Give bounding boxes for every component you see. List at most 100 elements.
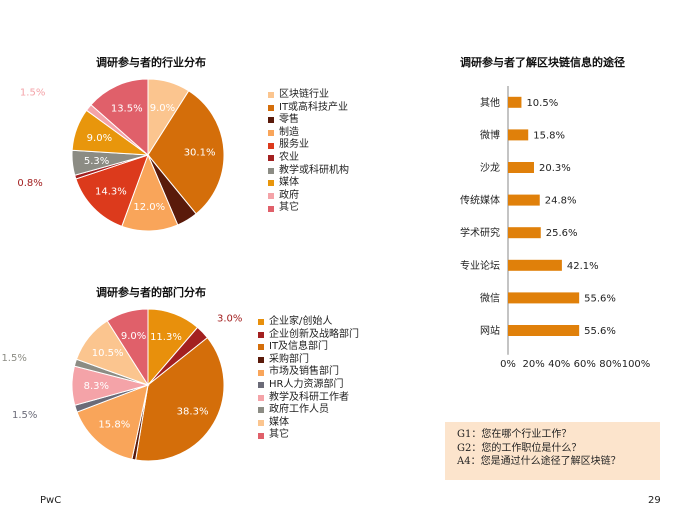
pie-data-label: 13.5% — [111, 103, 143, 114]
bar-data-label: 25.6% — [546, 228, 578, 239]
bar-data-label: 55.6% — [584, 293, 616, 304]
legend-entry: 其它 — [268, 202, 349, 215]
legend-swatch — [258, 331, 264, 338]
legend-entry: 企业家/创始人 — [258, 316, 359, 329]
legend-swatch — [258, 357, 264, 364]
legend-entry: IT及信息部门 — [258, 341, 359, 354]
bar-data-label: 20.3% — [539, 163, 571, 174]
x-tick-label: 20% — [522, 359, 544, 370]
legend-entry: 服务业 — [268, 139, 349, 152]
pie-data-label: 10.5% — [92, 348, 124, 359]
legend-label: 其它 — [269, 429, 289, 441]
legend-swatch — [268, 117, 274, 124]
question-g1: G1：您在哪个行业工作？ — [457, 429, 572, 440]
pie-data-label: 5.3% — [84, 156, 109, 167]
legend-label: 政府 — [279, 189, 299, 201]
legend-swatch — [258, 382, 264, 389]
category-label: 专业论坛 — [460, 259, 500, 272]
category-label: 网站 — [480, 324, 500, 337]
legend-swatch — [268, 142, 274, 149]
legend-entry: 教学或科研机构 — [268, 165, 349, 178]
legend-label: 媒体 — [269, 416, 289, 428]
category-label: 微信 — [480, 291, 500, 304]
pie-data-label: 12.0% — [133, 202, 165, 213]
legend-label: 教学或科研机构 — [279, 164, 349, 176]
legend-entry: 区块链行业 — [268, 89, 349, 102]
legend-entry: 市场及销售部门 — [258, 366, 359, 379]
legend-label: 区块链行业 — [279, 89, 329, 100]
survey-questions-box: G1：您在哪个行业工作？ G2：您的工作职位是什么？ A4：您是通过什么途径了解… — [445, 422, 660, 480]
legend-swatch — [268, 104, 274, 111]
pie-slice — [135, 336, 225, 462]
pie-data-label: 14.3% — [95, 186, 127, 197]
legend-label: 企业创新及战略部门 — [269, 328, 359, 340]
pie-slice — [147, 90, 225, 215]
legend-entry: 媒体 — [268, 177, 349, 190]
page-number: 29 — [648, 495, 661, 506]
legend-swatch — [258, 319, 264, 326]
bar — [508, 194, 540, 206]
legend-swatch — [268, 130, 274, 137]
bar-data-label: 42.1% — [567, 261, 599, 272]
legend-label: 农业 — [279, 151, 299, 163]
legend-label: 市场及销售部门 — [269, 366, 339, 378]
legend-label: 制造 — [279, 126, 299, 138]
pie-data-label: 15.8% — [98, 420, 130, 431]
legend-label: 企业家/创始人 — [269, 316, 333, 327]
bar-data-label: 10.5% — [526, 98, 558, 109]
pie-data-label: 3.0% — [217, 313, 242, 324]
category-label: 学术研究 — [460, 226, 500, 239]
pie-data-label: 4.5% — [188, 239, 213, 240]
x-tick-label: 100% — [622, 359, 651, 370]
bar — [508, 259, 562, 271]
pie-data-label: 1.5% — [12, 410, 37, 421]
legend-entry: 零售 — [268, 114, 349, 127]
legend-label: 零售 — [279, 114, 299, 126]
legend-swatch — [268, 180, 274, 187]
pie-data-label: 9.0% — [87, 133, 112, 144]
channels-bar-chart: 其他 10.5% 微博 15.8% 沙龙 20.3% 传统媒体 24.8% 学术研究 25.6% 专… — [460, 86, 651, 370]
legend-swatch — [268, 92, 274, 99]
department-chart-title: 调研参与者的部门分布 — [96, 286, 206, 299]
category-label: 传统媒体 — [460, 194, 500, 207]
category-label: 其他 — [480, 96, 500, 109]
bar-data-label: 15.8% — [533, 130, 565, 141]
industry-legend: 区块链行业 IT或高科技产业 零售 制造 服务业 农业 教学或科研机构 媒体 政府 其它 — [268, 89, 349, 215]
x-tick-label: 0% — [500, 359, 516, 370]
legend-label: 其它 — [279, 202, 299, 214]
legend-swatch — [258, 394, 264, 401]
pie-data-label: 1.5% — [20, 88, 45, 99]
question-g2: G2：您的工作职位是什么？ — [457, 442, 582, 454]
bar — [508, 227, 541, 239]
legend-label: 媒体 — [279, 177, 299, 189]
legend-label: IT及信息部门 — [269, 341, 329, 353]
pie-data-label: 9.0% — [150, 103, 175, 114]
bar — [508, 325, 580, 336]
legend-entry: 其它 — [258, 429, 359, 442]
legend-swatch — [268, 193, 274, 200]
legend-label: 采购部门 — [269, 353, 309, 365]
legend-entry: 企业创新及战略部门 — [258, 329, 359, 342]
department-legend: 企业家/创始人 企业创新及战略部门 IT及信息部门 采购部门 市场及销售部门 HR人力资源… — [258, 316, 359, 442]
pie-data-label: 30.1% — [184, 147, 216, 158]
legend-label: IT或高科技产业 — [279, 101, 349, 113]
pie-data-label: 1.5% — [1, 353, 26, 364]
legend-entry: 教学及科研工作者 — [258, 392, 359, 405]
question-a4: A4：您是通过什么途径了解区块链？ — [457, 456, 621, 468]
x-tick-label: 80% — [599, 359, 621, 370]
category-label: 微博 — [480, 128, 500, 141]
bar — [508, 162, 534, 173]
pie-slice — [106, 308, 149, 387]
bar-data-label: 24.8% — [545, 196, 577, 207]
legend-label: 服务业 — [279, 139, 309, 151]
pie-data-label: 38.3% — [177, 407, 209, 418]
legend-swatch — [258, 344, 264, 351]
bar-data-label: 55.6% — [584, 326, 616, 337]
industry-pie-chart: 9.0% 30.1% 4.5% 12.0% 14.3% 0.8% 5.3% 9.0% 1.5% 1… — [17, 78, 225, 240]
legend-entry: IT或高科技产业 — [268, 102, 349, 115]
pie-slice — [75, 154, 149, 227]
x-tick-label: 40% — [548, 359, 570, 370]
legend-entry: 媒体 — [258, 417, 359, 430]
channels-chart-title: 调研参与者了解区块链信息的途径 — [460, 56, 625, 69]
legend-swatch — [268, 155, 274, 162]
